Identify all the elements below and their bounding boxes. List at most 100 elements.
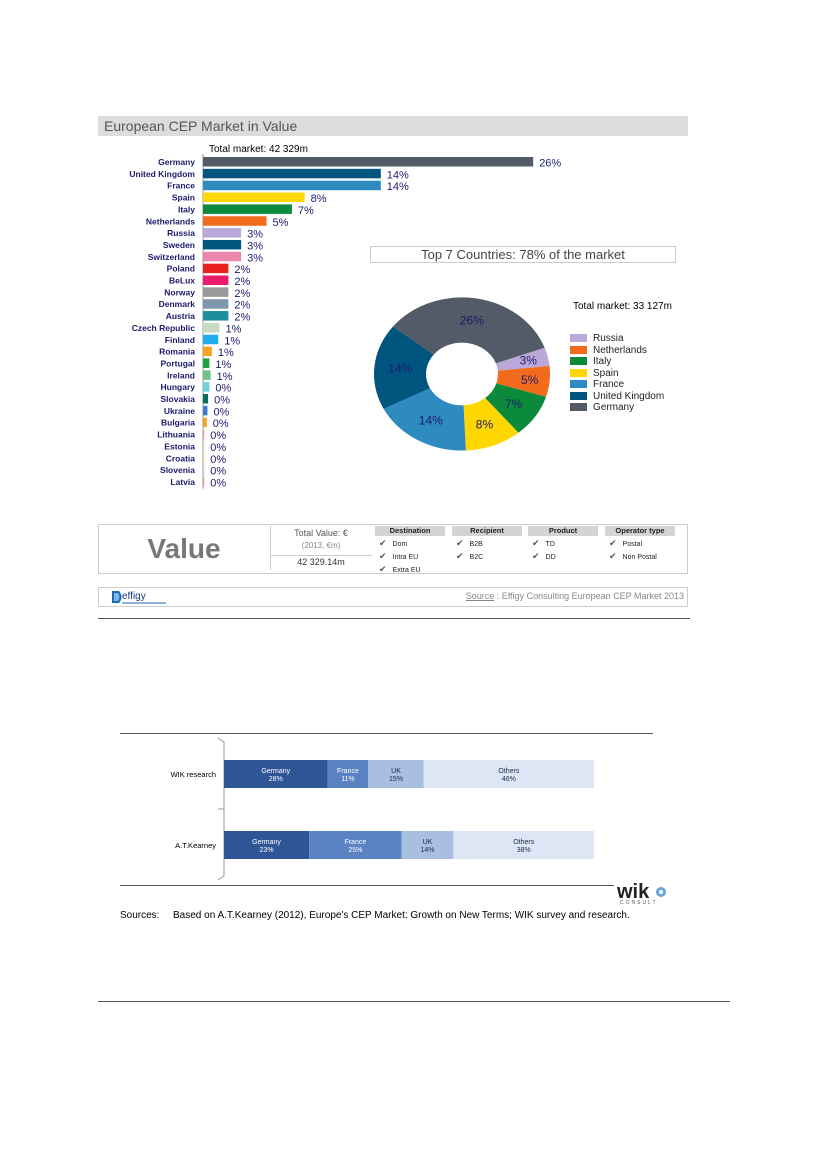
bar [203,192,305,203]
source-link[interactable]: Source [465,591,495,601]
bar-value-label: 7% [298,205,314,217]
wik-segment-value: 28% [269,776,283,783]
pie-slice-label: 14% [388,362,412,376]
total-value-sub: (2013, €m) [301,541,341,550]
bar-value-label: 1% [226,323,242,335]
legend-label: United Kingdom [593,390,665,402]
bar-value-label: 14% [387,169,409,181]
bar-value-label: 1% [215,359,231,371]
filter-option-label: B2B [469,541,483,548]
wik-segment-value: 15% [389,776,403,783]
bar-value-label: 1% [224,335,240,347]
pie-legend-item: Netherlands [570,345,647,356]
wik-bar-segment [401,831,454,859]
pie-slice [485,383,546,433]
bar-chart-subtitle: Total market: 42 329m [209,144,308,155]
bar-value-label: 3% [247,240,263,252]
pie-slice [495,347,550,371]
bar-category-label: Ireland [167,370,195,380]
effigy-logo-icon [112,591,166,604]
filter-option-label: Intra EU [392,554,419,561]
filter-option: ✔ B2C [456,551,483,561]
bar [203,180,381,191]
filter-group-header: Operator type [605,526,675,536]
check-icon: ✔ [532,538,540,548]
legend-swatch [570,391,587,400]
bar-category-label: Poland [167,264,195,274]
bar [203,453,205,463]
filter-option-label: Dom [392,541,408,548]
chart-title: European CEP Market in Value [98,116,688,136]
bar [203,441,205,451]
bar-category-label: Russia [167,228,195,238]
bar-value-label: 2% [234,288,250,300]
check-icon: ✔ [456,538,464,548]
wik-segment-name: Germany [252,839,281,846]
bar [203,239,242,250]
pie-legend-item: Spain [570,368,619,379]
filter-option: ✔ DD [532,551,556,561]
bar-category-label: Portugal [161,358,195,368]
wik-top-rule [120,733,653,734]
check-icon: ✔ [532,551,540,561]
wik-segment-name: Others [498,768,520,775]
bar-category-label: Latvia [170,477,195,487]
wik-segment-name: Others [513,839,535,846]
bar-value-label: 2% [234,312,250,324]
wik-bar-segment [224,760,328,788]
bar-value-label: 3% [247,229,263,241]
divider-1 [98,618,690,619]
legend-label: Netherlands [593,344,647,356]
pie-legend-item: France [570,379,624,390]
bar-value-label: 0% [210,430,226,442]
bar [203,216,267,226]
top7-donut-chart: 3% 5% 7% 8% 14% 14% 26% [374,297,550,451]
bar-value-label: 1% [217,371,233,383]
check-icon: ✔ [456,551,464,561]
wik-logo-mark-icon [656,887,666,897]
check-icon: ✔ [379,538,387,548]
check-icon: ✔ [609,551,617,561]
bar-value-label: 3% [247,252,263,264]
wik-bar-segment [309,831,402,859]
sources-label: Sources: [120,910,160,921]
bar-category-label: Spain [172,193,195,203]
bar [203,429,205,440]
bar-category-label: Estonia [164,441,195,451]
source-footer [98,587,688,607]
bar-category-label: Switzerland [148,252,195,262]
bar-value-label: 2% [234,300,250,312]
bar-category-label: United Kingdom [129,169,195,179]
wik-segment-value: 38% [517,847,531,854]
wik-segment-value: 14% [420,847,434,854]
bar-category-label: Italy [178,204,195,214]
bar [203,334,219,345]
check-icon: ✔ [379,551,387,561]
bar-value-label: 0% [214,395,230,407]
pie-slice-label: 5% [521,373,539,387]
filter-option-label: Extra EU [392,567,421,574]
wik-bar-segment [368,760,424,788]
legend-swatch [570,334,587,343]
bar-category-label: Hungary [161,382,196,392]
bar-value-label: 2% [234,276,250,288]
bar [203,322,220,333]
bar [203,157,534,167]
bar-value-label: 2% [234,264,250,276]
wik-bar-segment [423,760,594,788]
bar-category-label: Netherlands [146,216,195,226]
wik-segment-name: UK [423,839,433,846]
bar-category-label: France [167,181,195,191]
legend-label: France [593,379,625,390]
bar [203,370,211,380]
pie-slice-label: 8% [476,417,494,431]
filter-option: ✔ Extra EU [379,564,421,574]
filter-option-label: B2C [469,554,484,561]
bar [203,263,229,274]
wik-segment-name: France [337,768,359,775]
bar-category-label: Croatia [166,453,196,463]
bar-value-label: 0% [215,383,231,395]
filter-option-label: Postal [622,541,643,548]
bar-category-label: Romania [159,347,195,357]
pie-slice [496,365,550,397]
